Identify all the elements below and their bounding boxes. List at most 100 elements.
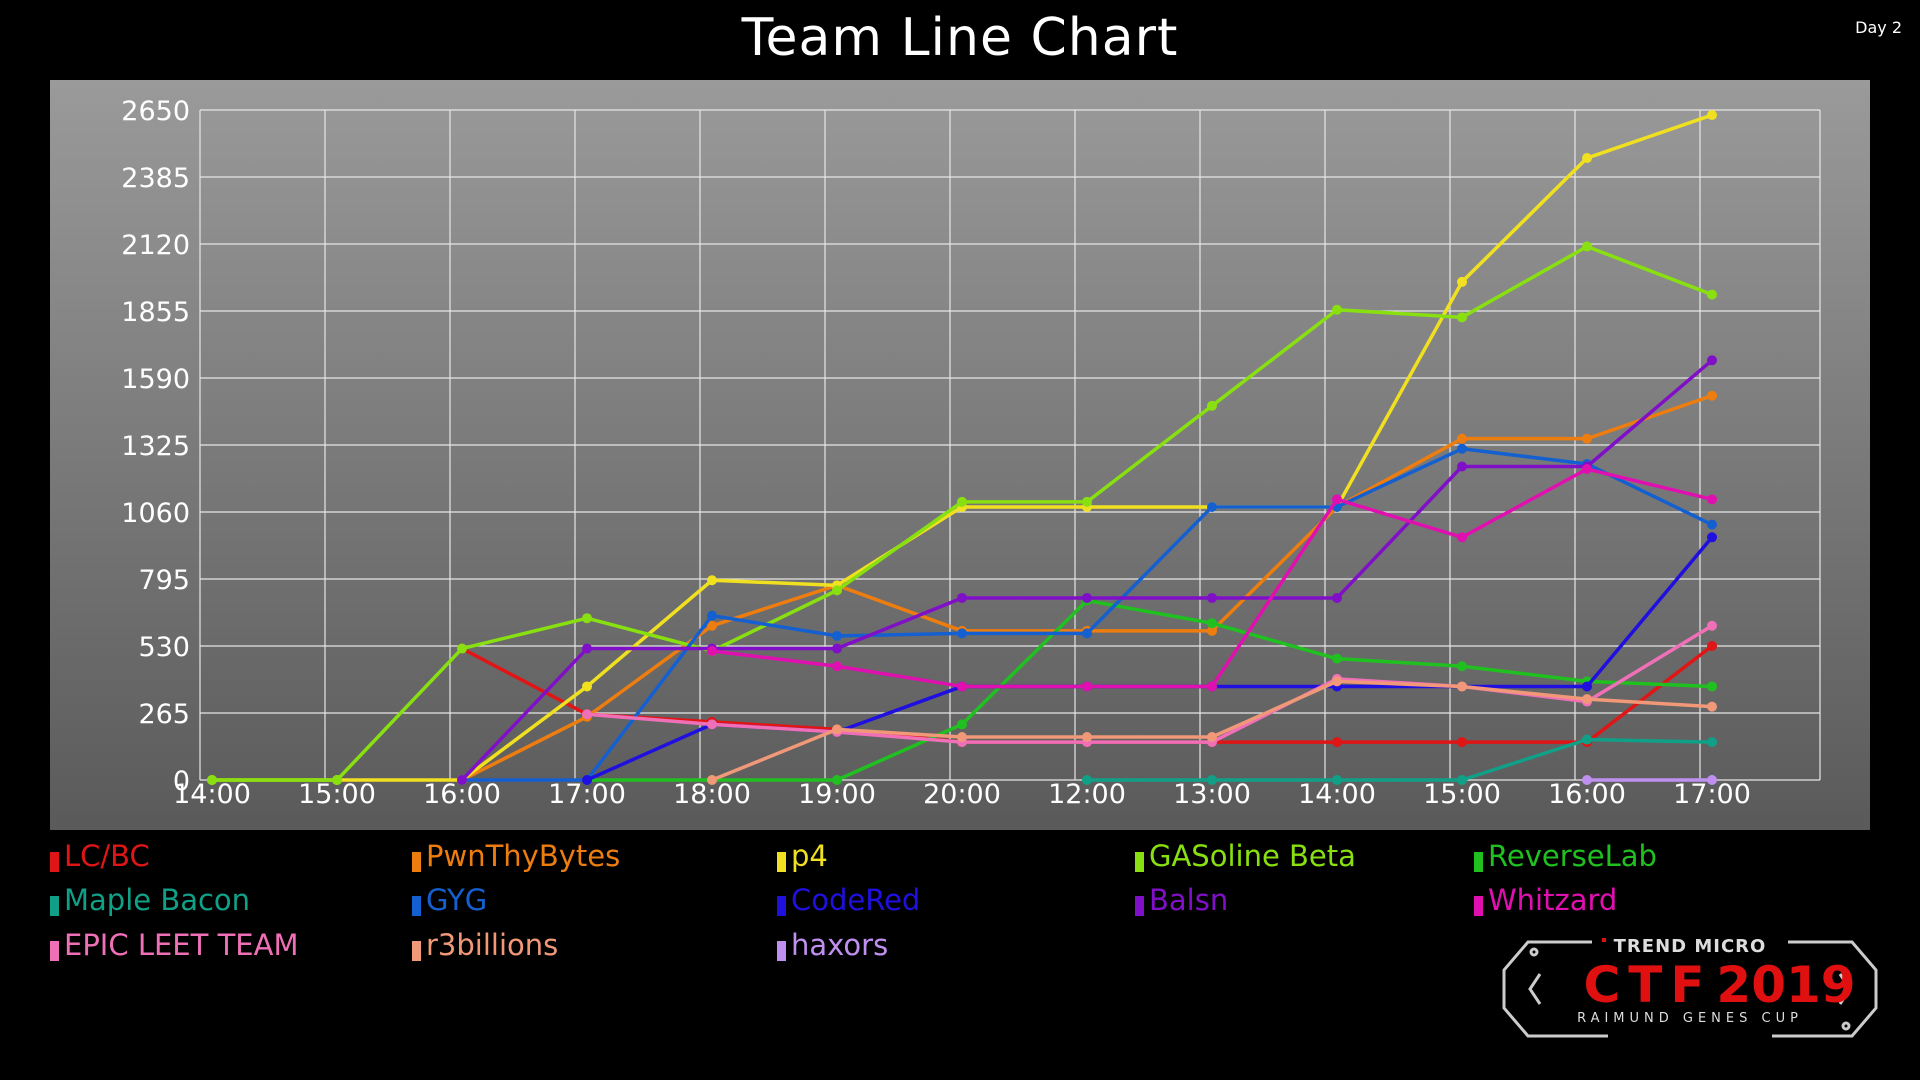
data-point (832, 643, 842, 654)
y-tick-label: 2120 (121, 230, 190, 261)
data-point (707, 575, 717, 586)
data-point (1332, 775, 1342, 785)
y-tick-label: 795 (138, 565, 190, 596)
line-chart: 0265530795106013251590185521202385265014… (50, 80, 1870, 830)
data-point (832, 630, 842, 641)
data-point (457, 775, 467, 785)
data-point (1457, 443, 1467, 454)
data-point (582, 709, 592, 720)
logo-dot-icon (1602, 938, 1606, 942)
data-point (1207, 618, 1217, 629)
chart-panel: 0 265 530 795 1060 1325 1590 1855 2120 2385 2650 14… (50, 80, 1870, 830)
data-point (1207, 501, 1217, 512)
data-point (1332, 494, 1342, 505)
legend-label: GASoline Beta (1149, 839, 1356, 873)
data-point (957, 732, 967, 743)
data-point (832, 585, 842, 596)
data-point (1457, 681, 1467, 692)
series-r3billions (707, 676, 1717, 785)
legend-label: Whitzard (1488, 883, 1618, 917)
legend-swatch (412, 941, 421, 961)
data-point (1707, 355, 1717, 366)
y-tick-label: 1855 (121, 297, 190, 328)
data-point (1457, 775, 1467, 785)
data-point (1457, 661, 1467, 672)
y-tick-label: 1060 (121, 498, 190, 529)
data-point (1332, 592, 1342, 603)
data-point (832, 661, 842, 672)
logo-cup-text: RAIMUND GENES CUP (1577, 1011, 1803, 1026)
legend-swatch (412, 852, 421, 872)
data-point (957, 719, 967, 730)
data-point (1457, 433, 1467, 444)
data-point (707, 610, 717, 621)
data-point (707, 646, 717, 657)
data-point (1332, 737, 1342, 748)
data-point (1707, 494, 1717, 505)
data-point (582, 681, 592, 692)
series-haxors (1582, 775, 1717, 785)
data-point (707, 775, 717, 785)
y-tick-label: 1590 (121, 364, 190, 395)
y-tick-label: 530 (138, 632, 190, 663)
legend-swatch (777, 941, 786, 961)
legend-swatch (1474, 852, 1483, 872)
data-point (1207, 592, 1217, 603)
legend-swatch (1474, 896, 1483, 916)
logo-brand-text: TREND MICRO (1614, 936, 1767, 957)
data-point (1582, 241, 1592, 252)
data-point (1582, 694, 1592, 705)
data-point (1082, 496, 1092, 507)
data-point (582, 775, 592, 785)
data-point (1707, 532, 1717, 543)
legend-swatch (412, 896, 421, 916)
data-point (1582, 433, 1592, 444)
data-point (207, 775, 217, 785)
y-tick-label: 0 (173, 766, 190, 797)
data-point (832, 775, 842, 785)
logo-year-text: 2019 (1716, 956, 1855, 1014)
ctf-logo: TREND MICRO CTF 2019 RAIMUND GENES CUP (1502, 936, 1878, 1038)
y-tick-label: 2385 (121, 163, 190, 194)
data-point (457, 643, 467, 654)
data-point (332, 775, 342, 785)
data-point (957, 628, 967, 639)
legend-label: EPIC LEET TEAM (64, 928, 299, 962)
data-point (957, 496, 967, 507)
data-point (957, 681, 967, 692)
data-point (1207, 775, 1217, 785)
data-point (1082, 681, 1092, 692)
data-point (1707, 775, 1717, 785)
legend-swatch (50, 852, 59, 872)
data-point (1582, 775, 1592, 785)
logo-ctf-text: CTF (1584, 956, 1713, 1014)
data-point (1707, 110, 1717, 121)
data-point (1582, 464, 1592, 475)
chart-background (50, 80, 1870, 830)
legend-swatch (777, 896, 786, 916)
chart-title: Team Line Chart (741, 8, 1179, 68)
data-point (1707, 701, 1717, 712)
series-line (587, 598, 1713, 782)
data-point (1207, 681, 1217, 692)
data-point (1082, 628, 1092, 639)
data-point (957, 592, 967, 603)
series-maple-bacon (1082, 734, 1717, 785)
legend-label: Balsn (1149, 883, 1229, 917)
legend-label: haxors (791, 928, 889, 962)
legend-swatch (777, 852, 786, 872)
legend-swatch (1135, 852, 1144, 872)
legend-label: r3billions (426, 928, 559, 962)
data-point (1207, 732, 1217, 743)
data-point (1457, 461, 1467, 472)
legend-label: ReverseLab (1488, 839, 1657, 873)
series-whitzard (707, 464, 1717, 692)
data-point (1707, 289, 1717, 300)
data-point (1457, 737, 1467, 748)
day-label: Day 2 (1855, 18, 1902, 37)
legend-swatch (50, 941, 59, 961)
legend-label: CodeRed (791, 883, 921, 917)
legend-label: PwnThyBytes (426, 839, 621, 873)
x-tick-label: 20:00 (923, 779, 1001, 810)
data-point (707, 620, 717, 631)
